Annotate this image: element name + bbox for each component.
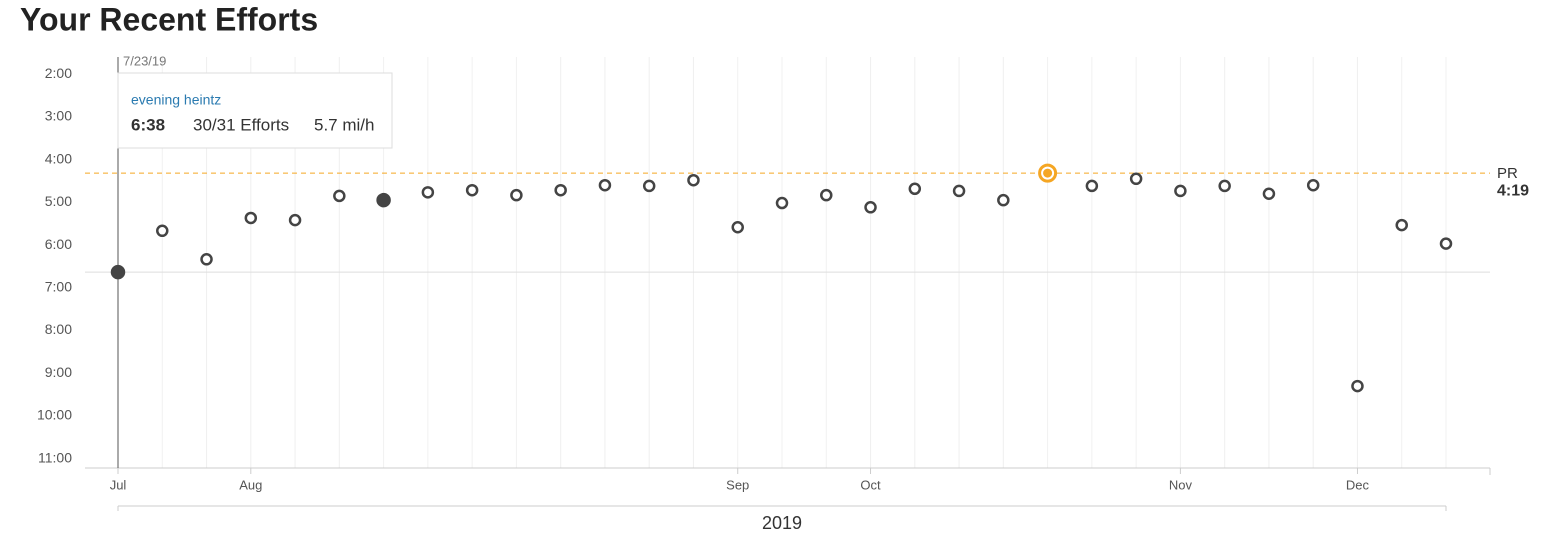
point — [952, 184, 966, 198]
point — [864, 201, 877, 214]
point — [1439, 237, 1453, 250]
tooltip-name: evening heintz — [131, 92, 221, 108]
y-tick-label: 5:00 — [45, 193, 72, 209]
x-axis-label: 2019 — [762, 513, 802, 533]
point — [1085, 179, 1099, 193]
point — [110, 264, 126, 280]
x-tick-label: Oct — [860, 477, 881, 492]
point — [288, 213, 302, 227]
point — [510, 188, 523, 202]
point — [820, 188, 833, 202]
point — [1218, 179, 1231, 193]
y-tick-label: 10:00 — [37, 407, 72, 423]
pr-label: PR — [1497, 165, 1518, 182]
point — [333, 189, 346, 203]
tooltip-speed: 5.7 mi/h — [314, 115, 374, 134]
point — [997, 193, 1010, 207]
y-tick-label: 8:00 — [45, 321, 72, 337]
x-tick-label: Nov — [1169, 477, 1193, 492]
point — [1129, 172, 1143, 186]
tooltip-efforts: 30/31 Efforts — [193, 115, 289, 134]
point — [200, 253, 213, 266]
point — [598, 178, 612, 192]
tooltip-date: 7/23/19 — [123, 53, 166, 68]
point — [554, 183, 567, 197]
x-tick-label: Jul — [110, 477, 127, 492]
point — [1262, 187, 1276, 201]
point — [731, 220, 744, 234]
pr-value: 4:19 — [1497, 182, 1529, 199]
tooltip-box — [117, 72, 393, 149]
point — [1351, 379, 1364, 393]
point — [775, 196, 789, 210]
y-tick-label: 11:00 — [38, 449, 72, 465]
y-tick-label: 3:00 — [45, 108, 72, 124]
y-tick-label: 7:00 — [45, 278, 72, 294]
point — [421, 186, 435, 199]
x-tick-label: Sep — [726, 477, 749, 492]
point — [1395, 218, 1408, 232]
point — [465, 183, 479, 197]
y-tick-label: 2:00 — [45, 65, 72, 81]
point — [1174, 184, 1187, 198]
chart-title: Your Recent Efforts — [20, 1, 318, 37]
point — [908, 182, 922, 196]
tooltip-time: 6:38 — [131, 115, 165, 134]
point — [642, 179, 656, 193]
y-tick-label: 6:00 — [45, 236, 72, 252]
y-tick-label: 4:00 — [45, 150, 72, 166]
point — [244, 211, 258, 225]
point — [1306, 178, 1320, 192]
x-tick-label: Dec — [1346, 477, 1370, 492]
point — [156, 224, 169, 238]
y-tick-label: 9:00 — [45, 364, 72, 380]
point — [687, 173, 700, 187]
x-tick-label: Aug — [239, 477, 262, 492]
pr-point-dot — [1043, 168, 1053, 178]
point — [376, 192, 391, 208]
